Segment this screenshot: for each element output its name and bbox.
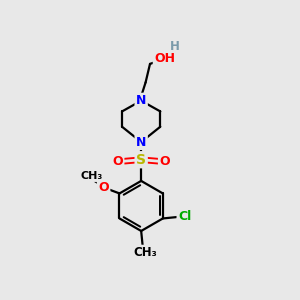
Text: O: O [98, 181, 109, 194]
Text: H: H [169, 40, 179, 53]
Text: CH₃: CH₃ [133, 246, 157, 259]
Text: N: N [136, 136, 146, 148]
Text: O: O [159, 155, 170, 168]
Text: OH: OH [154, 52, 175, 64]
Text: N: N [136, 94, 146, 107]
Text: S: S [136, 153, 146, 167]
Text: CH₃: CH₃ [81, 171, 103, 181]
Text: O: O [112, 155, 123, 168]
Text: Cl: Cl [178, 211, 191, 224]
